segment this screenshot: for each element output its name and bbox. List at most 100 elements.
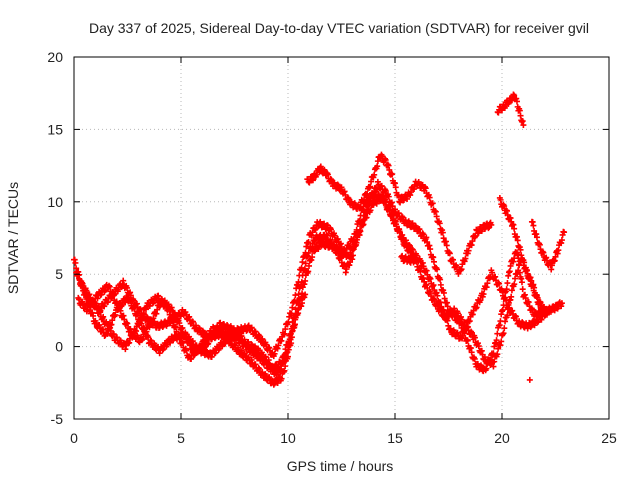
data-point-marker: [500, 330, 507, 337]
data-point-marker: [513, 98, 520, 105]
data-point-marker: [285, 319, 292, 326]
data-point-marker: [306, 262, 313, 269]
data-point-marker: [464, 337, 471, 344]
data-point-marker: [561, 229, 568, 236]
data-point-marker: [364, 190, 371, 197]
data-point-marker: [298, 264, 305, 271]
data-point-marker: [353, 226, 360, 233]
data-point-marker: [498, 338, 505, 345]
series-trace-e: [304, 151, 495, 277]
data-point-marker: [488, 221, 495, 228]
data-point-marker: [519, 286, 526, 293]
data-point-marker: [437, 276, 444, 283]
data-point-marker: [411, 258, 418, 265]
data-point-marker: [436, 220, 443, 227]
data-point-marker: [305, 239, 312, 246]
data-layer: [71, 91, 568, 388]
data-point-marker: [288, 310, 295, 317]
data-point-marker: [282, 363, 289, 370]
data-point-marker: [309, 254, 316, 261]
data-point-marker: [515, 267, 522, 274]
series-trace-f: [398, 252, 418, 266]
data-point-marker: [72, 259, 79, 266]
series-trace-g: [496, 194, 548, 314]
data-point-marker: [395, 192, 402, 199]
tick-layer: 0 5 10 15 20 25 -5 0 5 10 15 20: [47, 49, 617, 446]
data-point-marker: [508, 293, 515, 300]
data-point-marker: [389, 171, 396, 178]
data-point-marker: [90, 312, 97, 319]
data-point-marker: [371, 171, 378, 178]
data-point-marker: [357, 212, 364, 219]
data-point-marker: [302, 291, 309, 298]
data-point-marker: [493, 337, 500, 344]
plot-frame-group: [73, 56, 610, 420]
data-point-marker: [543, 311, 550, 318]
series-trace-c: [75, 188, 550, 383]
data-point-marker: [531, 284, 538, 291]
data-point-marker: [541, 307, 548, 314]
data-point-marker: [382, 187, 389, 194]
x-tick-label: 25: [601, 430, 617, 446]
data-point-marker: [514, 237, 521, 244]
data-point-marker: [558, 300, 565, 307]
x-tick-label: 20: [494, 430, 510, 446]
data-point-marker: [440, 289, 447, 296]
x-axis-label: GPS time / hours: [287, 458, 394, 474]
data-point-marker: [295, 291, 302, 298]
data-point-marker: [444, 303, 451, 310]
data-point-marker: [396, 228, 403, 235]
data-point-marker: [480, 291, 487, 298]
data-point-marker: [430, 258, 437, 265]
data-point-marker: [302, 249, 309, 256]
data-point-marker: [462, 255, 469, 262]
data-point-marker: [555, 247, 562, 254]
data-point-marker: [430, 282, 437, 289]
data-point-marker: [278, 375, 285, 382]
data-point-marker: [504, 312, 511, 319]
data-point-marker: [494, 330, 501, 337]
data-point-marker: [374, 163, 381, 170]
data-point-marker: [145, 334, 152, 341]
data-point-marker: [439, 229, 446, 236]
x-tick-label: 0: [70, 430, 78, 446]
y-tick-label: 5: [55, 266, 63, 282]
data-point-marker: [496, 280, 503, 287]
data-point-marker: [179, 324, 186, 331]
series-trace-j: [526, 376, 533, 383]
y-axis-label: SDTVAR / TECUs: [5, 182, 21, 294]
chart-title: Day 337 of 2025, Sidereal Day-to-day VTE…: [89, 20, 589, 36]
data-point-marker: [302, 277, 309, 284]
data-point-marker: [511, 225, 518, 232]
data-point-marker: [134, 310, 141, 317]
y-tick-label: 10: [47, 194, 63, 210]
data-point-marker: [288, 340, 295, 347]
data-point-marker: [434, 266, 441, 273]
data-point-marker: [558, 237, 565, 244]
x-tick-label: 5: [177, 430, 185, 446]
data-point-marker: [295, 278, 302, 285]
data-point-marker: [511, 281, 518, 288]
y-tick-label: 0: [55, 339, 63, 355]
series-trace-i: [528, 218, 568, 273]
data-point-marker: [533, 234, 540, 241]
data-point-marker: [382, 157, 389, 164]
data-point-marker: [305, 268, 312, 275]
data-point-marker: [534, 294, 541, 301]
data-point-marker: [399, 234, 406, 241]
grid-layer: [74, 57, 609, 419]
data-point-marker: [302, 260, 309, 267]
data-point-marker: [429, 200, 436, 207]
data-point-marker: [288, 334, 295, 341]
data-point-marker: [516, 107, 523, 114]
data-point-marker: [505, 306, 512, 313]
data-point-marker: [434, 292, 441, 299]
data-point-marker: [356, 217, 363, 224]
series-trace-h: [494, 91, 527, 129]
data-point-marker: [392, 184, 399, 191]
y-tick-label: 15: [47, 121, 63, 137]
y-tick-label: -5: [51, 411, 64, 427]
data-point-marker: [165, 306, 172, 313]
series-trace-d: [79, 280, 309, 388]
